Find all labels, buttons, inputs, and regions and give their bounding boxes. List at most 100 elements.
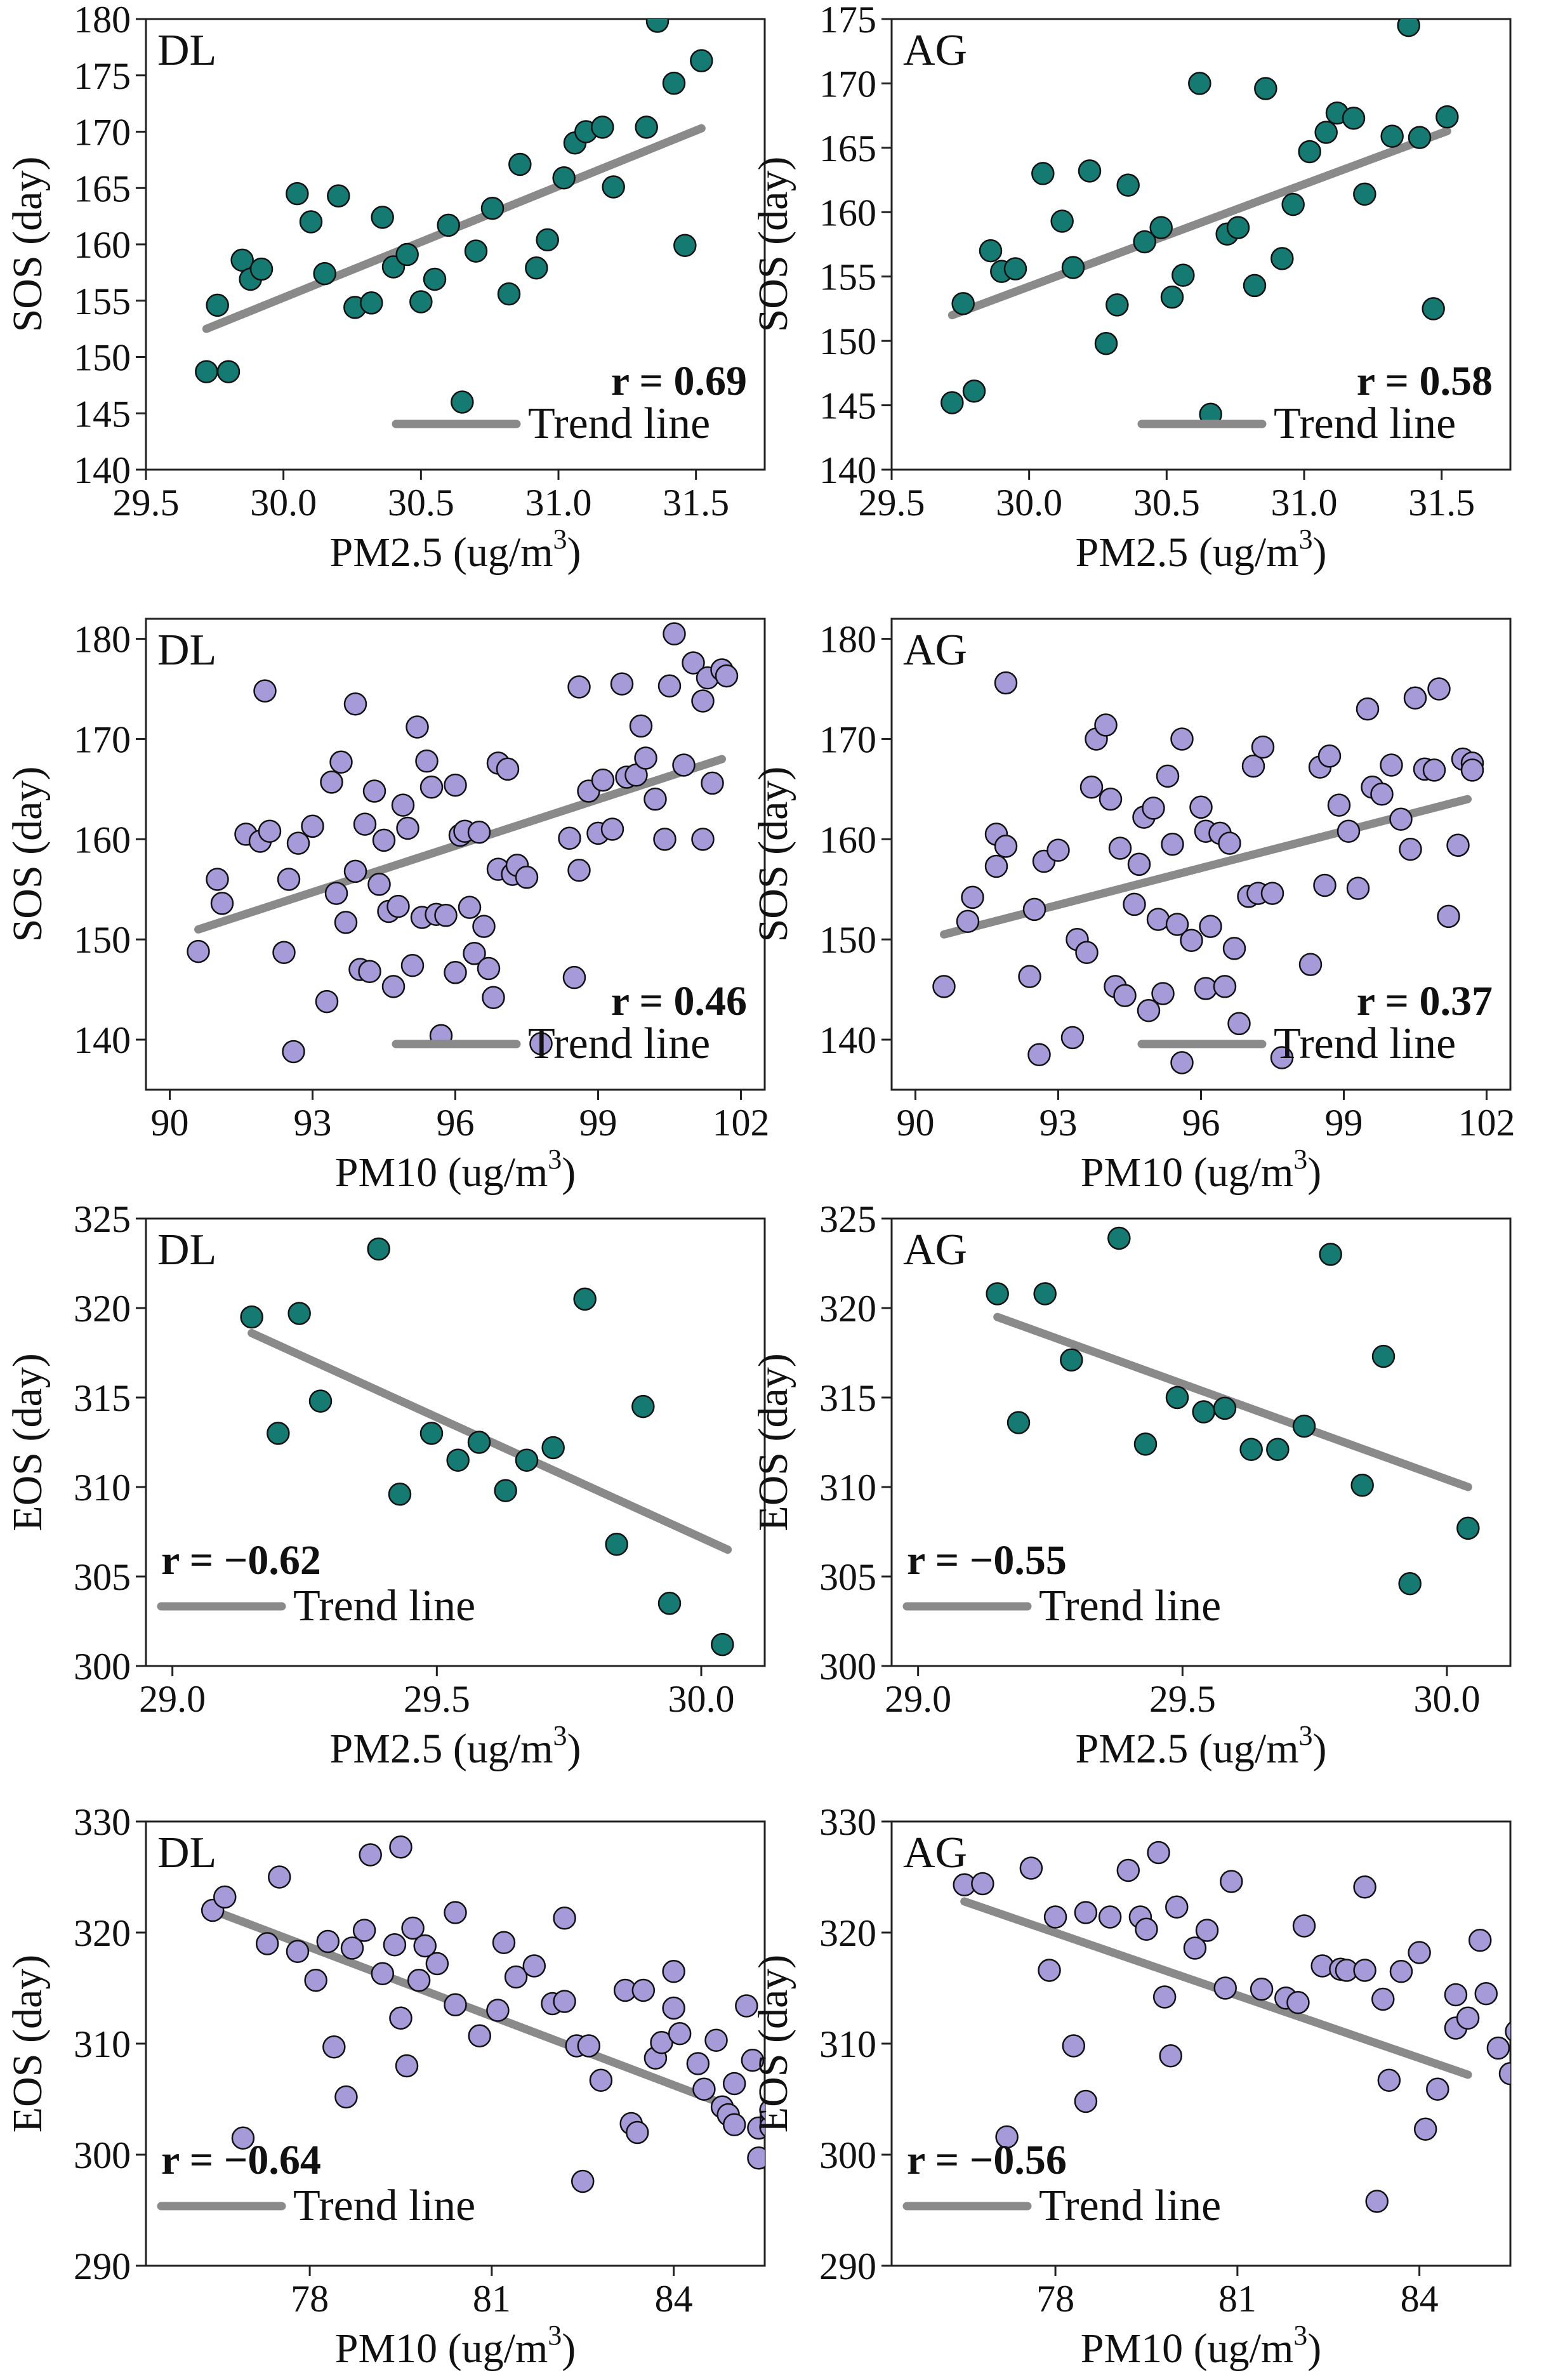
data-point: [401, 1916, 425, 1940]
correlation-label: r = −0.64: [161, 2137, 321, 2183]
data-point: [1213, 975, 1237, 998]
data-point: [1189, 795, 1213, 819]
data-point: [668, 2022, 692, 2046]
data-point: [301, 814, 324, 838]
data-point: [932, 975, 956, 998]
data-point: [1408, 1941, 1431, 1964]
data-point: [571, 2169, 595, 2193]
data-point: [444, 773, 467, 797]
legend-label: Trend line: [293, 1582, 475, 1630]
data-point: [451, 390, 474, 414]
data-point: [1151, 982, 1175, 1005]
panel-tag: AG: [903, 626, 967, 675]
x-axis-label-sup: 3: [548, 1144, 562, 1175]
data-point: [419, 1422, 444, 1445]
data-point: [446, 1448, 470, 1472]
data-point: [1486, 2036, 1510, 2060]
data-point: [286, 1940, 310, 1963]
y-tick-label: 310: [74, 1467, 131, 1509]
y-tick-label: 150: [819, 919, 876, 961]
data-point: [715, 664, 739, 688]
data-point: [372, 828, 396, 852]
data-point: [1446, 833, 1470, 857]
data-point: [322, 2035, 346, 2059]
data-point: [735, 1994, 758, 2018]
data-point: [1149, 216, 1173, 239]
data-point: [308, 1389, 333, 1413]
data-point: [286, 831, 310, 855]
y-tick-label: 140: [819, 1019, 876, 1061]
x-axis-label-main: PM10 (ug/m: [335, 2325, 548, 2372]
data-point: [1159, 2044, 1182, 2068]
data-point: [1239, 1438, 1263, 1462]
data-point: [1046, 838, 1070, 862]
x-axis-label-end: ): [562, 1149, 576, 1196]
y-tick-label: 170: [74, 718, 131, 760]
data-point: [282, 1040, 305, 1064]
data-point: [567, 675, 591, 699]
data-point: [1413, 2117, 1437, 2141]
y-tick-label: 310: [74, 2023, 131, 2065]
data-point: [1018, 965, 1041, 988]
data-point: [1123, 892, 1146, 916]
plot-area: [240, 1237, 734, 1656]
data-point: [324, 882, 348, 905]
data-point: [631, 1394, 655, 1418]
y-tick-label: 180: [74, 0, 131, 41]
plot-area: [953, 1841, 1551, 2213]
y-tick-label: 160: [819, 819, 876, 861]
data-point: [1460, 758, 1484, 782]
x-tick-label: 93: [1040, 1102, 1078, 1144]
data-point: [645, 19, 670, 33]
data-point: [272, 941, 296, 964]
data-point: [940, 391, 964, 414]
data-point: [1542, 1997, 1551, 2019]
data-point: [662, 1996, 685, 2020]
data-point: [213, 1885, 237, 1909]
x-axis-label: PM10 (ug/m3): [335, 1144, 576, 1196]
x-axis-label-end: ): [1307, 2325, 1321, 2372]
data-point: [1389, 807, 1413, 831]
data-point: [480, 196, 505, 220]
data-point: [1399, 837, 1422, 861]
data-point: [1074, 2089, 1098, 2113]
data-point: [1270, 247, 1294, 270]
data-point: [395, 242, 419, 267]
plot-area: [940, 19, 1459, 426]
data-point: [1426, 2077, 1449, 2101]
x-tick-label: 99: [1325, 1102, 1363, 1144]
data-point: [253, 679, 277, 703]
y-tick-label: 155: [819, 256, 876, 298]
data-point: [1218, 831, 1241, 855]
data-point: [1505, 2021, 1510, 2042]
data-point: [741, 2049, 765, 2072]
trend-line: [940, 795, 1472, 939]
y-tick-label: 300: [819, 2134, 876, 2176]
data-point: [255, 1932, 279, 1955]
data-point: [644, 787, 667, 811]
data-point: [1518, 2000, 1540, 2021]
data-point: [1033, 1282, 1057, 1306]
x-axis-label-sup: 3: [1299, 524, 1313, 555]
legend-label: Trend line: [1039, 1582, 1221, 1630]
data-point: [1518, 1956, 1540, 1978]
data-point: [1213, 1976, 1237, 2000]
data-point: [984, 854, 1008, 878]
x-tick-label: 96: [437, 1102, 475, 1144]
data-point: [1468, 1929, 1492, 1952]
y-tick-label: 175: [819, 0, 876, 41]
y-tick-label: 330: [74, 1801, 131, 1843]
legend-label: Trend line: [1274, 1019, 1456, 1068]
data-point: [1353, 1875, 1376, 1899]
data-point: [1456, 1516, 1480, 1540]
data-point: [329, 750, 353, 774]
x-axis-label-main: PM2.5 (ug/m: [329, 529, 553, 576]
x-axis-label-end: ): [567, 529, 581, 576]
y-tick-label: 145: [819, 385, 876, 427]
x-tick-label: 96: [1182, 1102, 1220, 1144]
x-tick-label: 31.0: [525, 482, 592, 524]
data-point: [1336, 819, 1361, 843]
data-point: [1370, 783, 1394, 806]
data-point: [986, 1282, 1009, 1306]
data-point: [1380, 124, 1404, 148]
